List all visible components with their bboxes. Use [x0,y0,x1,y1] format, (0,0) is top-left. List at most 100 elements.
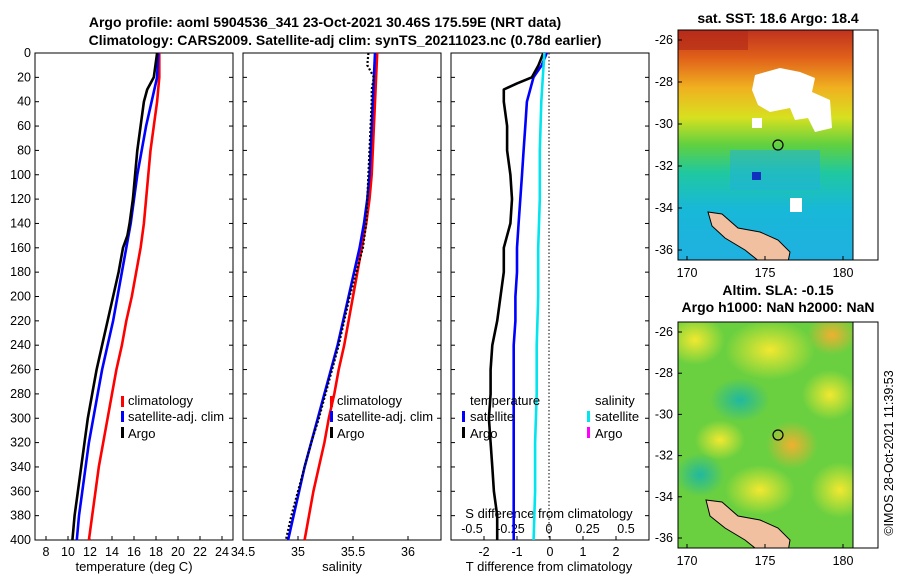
salinity-xlabel: salinity [322,559,362,574]
sst-map-axes: 170 175 180 -26 -28 -30 -32 -34 -36 [655,33,854,280]
map-y-tick-label: -34 [655,201,673,215]
legend-argo-swatch [121,427,124,438]
new-zealand-landmass [707,211,791,260]
depth-axis: 0 20 40 60 80 100 120 140 160 180 200 220 240 260 280 3… [10,46,649,547]
sst-cool-patch [730,150,820,190]
x-tick-label: 12 [83,545,97,559]
map-y-tick-label: -32 [655,159,673,173]
depth-tick-label: 0 [24,46,31,60]
depth-tick-label: 300 [10,411,31,425]
legend-s-argo-swatch [587,427,590,438]
sla-blob [725,322,815,380]
sla-map-axes: 170 175 180 -26 -28 -30 -32 -34 -36 [655,325,854,568]
map-y-tick-label: -26 [655,325,673,339]
sla-blob [725,465,795,515]
legend-t-argo-swatch [462,427,465,438]
argo-location-marker [772,139,784,151]
sla-map-title-line2: Argo h1000: NaN h2000: NaN [682,299,875,315]
temperature-legend: climatology satellite-adj. clim Argo [121,393,224,441]
salinity-legend: climatology satellite-adj. clim Argo [330,393,433,441]
sst-map [678,30,853,260]
series-s-satellite [532,52,546,541]
legend-argo-swatch [330,427,333,438]
x2-tick-label: -0.25 [496,522,525,536]
legend-s-satellite-swatch [587,411,590,422]
figure-title-line1: Argo profile: aoml 5904536_341 23-Oct-20… [89,14,561,30]
legend-satellite-swatch [121,411,124,422]
legend-climatology-swatch [121,396,124,407]
difference-x2label: S difference from climatology [465,506,633,521]
difference-panel-frame [450,52,650,541]
legend-climatology-label: climatology [128,393,194,408]
map-y-tick-label: -32 [655,449,673,463]
depth-tick-label: 320 [10,436,31,450]
x-tick-label: -2 [478,545,489,559]
x-tick-label: 22 [193,545,207,559]
series-argo [284,52,375,541]
legend-salinity-title: salinity [595,393,635,408]
map-y-tick-label: -28 [655,75,673,89]
x-tick-label: 2 [613,545,620,559]
depth-tick-label: 200 [10,290,31,304]
legend-s-satellite-label: satellite [595,409,639,424]
legend-satellite-swatch [330,411,333,422]
series-satellite-adj-clim [75,52,160,541]
legend-t-argo-label: Argo [470,426,497,441]
map-x-tick-label: 180 [833,554,854,568]
temperature-xlabel: temperature (deg C) [75,559,192,574]
x2-tick-label: 0.5 [617,522,634,536]
depth-tick-label: 260 [10,363,31,377]
series-t-satellite [512,52,548,540]
map-y-tick-label: -36 [655,531,673,545]
sla-map-title-line1: Altim. SLA: -0.15 [722,282,833,298]
legend-t-satellite-swatch [462,411,465,422]
legend-climatology-label: climatology [337,393,403,408]
series-t-argo [487,52,545,540]
map-x-tick-label: 175 [755,266,776,280]
sst-cold-pixel [752,172,761,180]
x-tick-label: 35.5 [341,545,365,559]
x2-tick-label: -0.5 [461,522,483,536]
map-y-tick-label: -30 [655,407,673,421]
depth-tick-label: 280 [10,387,31,401]
map-y-tick-label: -34 [655,490,673,504]
imos-timestamp-watermark: ©IMOS 28-Oct-2021 11:39:53 [882,370,896,535]
salinity-panel-frame [242,52,442,541]
x-tick-label: 24 [215,545,229,559]
legend-climatology-swatch [330,396,333,407]
depth-tick-label: 380 [10,509,31,523]
sla-blob [802,370,853,420]
x-tick-label: 20 [171,545,185,559]
x-tick-label: 0 [547,545,554,559]
depth-tick-label: 40 [17,95,31,109]
x2-tick-label: 0.25 [575,522,599,536]
sla-map [678,322,853,548]
sla-blob [710,378,770,422]
profile-series [71,52,548,541]
depth-tick-label: 160 [10,241,31,255]
series-climatology [303,52,379,541]
depth-tick-label: 220 [10,314,31,328]
depth-tick-label: 340 [10,460,31,474]
sla-blob [695,420,745,460]
depth-tick-label: 60 [17,119,31,133]
sst-colorbar-frame [852,29,879,261]
sst-field [678,30,853,260]
figure-title-line2: Climatology: CARS2009. Satellite-adj cli… [89,32,602,48]
sst-missing-data [752,118,762,128]
x-tick-label: 18 [149,545,163,559]
legend-argo-label: Argo [128,426,155,441]
x-tick-label: 34.5 [231,545,255,559]
difference-legend: temperature satellite Argo salinity sate… [462,393,639,441]
sla-blob [810,462,853,518]
x-tick-label: 14 [105,545,119,559]
temperature-panel-frame [34,52,234,541]
argo-location-marker [772,429,784,441]
depth-tick-label: 360 [10,484,31,498]
new-zealand-landmass [705,499,791,548]
sla-colorbar-frame [852,321,879,549]
depth-tick-label: 100 [10,168,31,182]
depth-tick-label: 400 [10,533,31,547]
